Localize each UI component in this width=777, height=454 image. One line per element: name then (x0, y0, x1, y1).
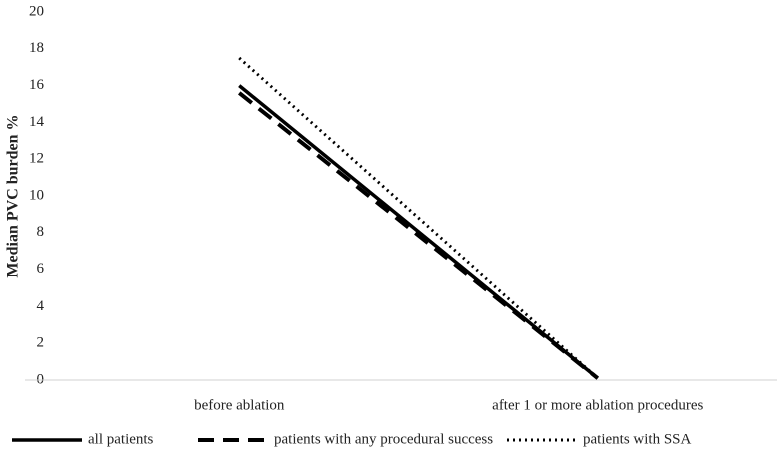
y-tick-label: 10 (29, 187, 44, 203)
y-tick-label: 14 (29, 114, 45, 130)
y-tick-label: 2 (37, 335, 45, 351)
legend-label: patients with SSA (583, 431, 692, 447)
series-line (238, 91, 599, 380)
y-tick-label: 8 (37, 224, 45, 240)
y-tick-label: 4 (37, 298, 45, 314)
series-line (238, 56, 599, 380)
y-tick-label: 0 (37, 371, 45, 387)
y-tick-label: 12 (29, 151, 44, 167)
legend-label: patients with any procedural success (274, 431, 493, 447)
y-tick-label: 16 (29, 77, 45, 93)
x-tick-label: before ablation (194, 397, 285, 413)
y-axis-label: Median PVC burden % (5, 114, 22, 277)
y-tick-label: 6 (37, 261, 45, 277)
legend-label: all patients (88, 431, 154, 447)
y-tick-label: 18 (29, 40, 44, 56)
y-tick-label: 20 (29, 3, 44, 19)
x-tick-label: after 1 or more ablation procedures (492, 397, 703, 413)
